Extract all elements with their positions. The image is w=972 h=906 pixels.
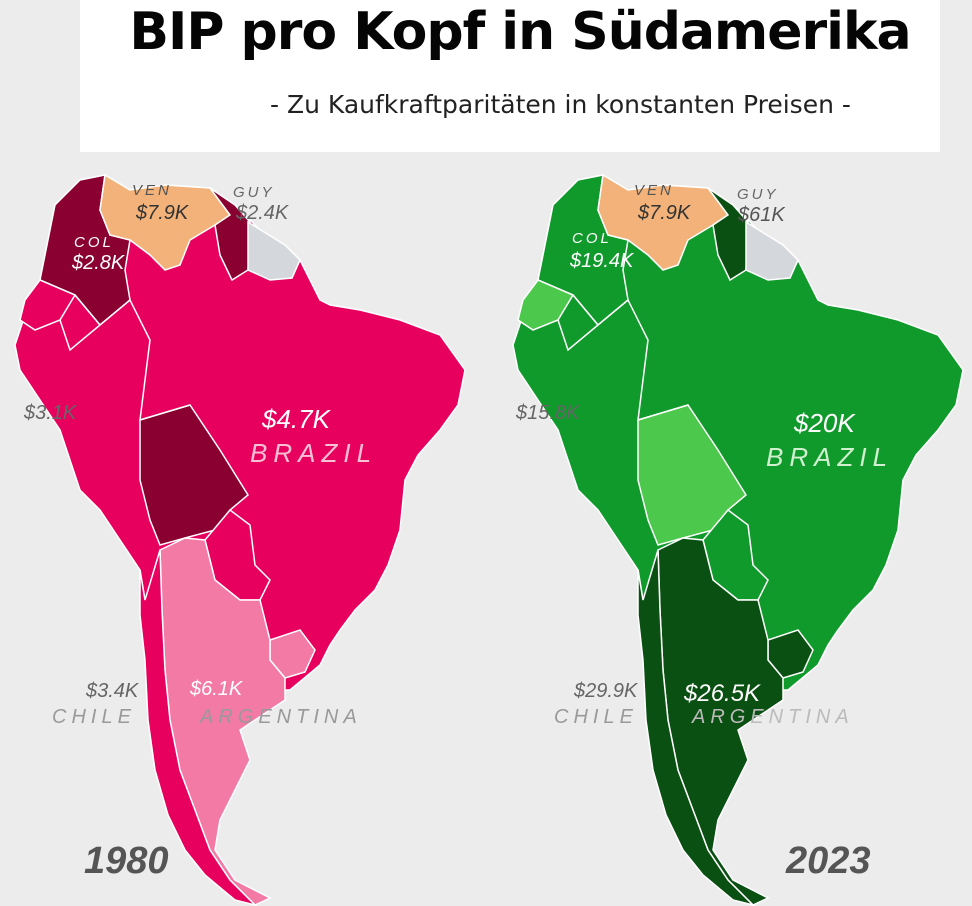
argentina-value-1980: $6.1K: [190, 678, 243, 700]
internal-borders-1980: [59, 294, 191, 422]
map-1980-svg: [14, 173, 466, 906]
col-value-1980: $2.8K: [72, 252, 125, 274]
peru-value-1980: $3.1K: [24, 402, 77, 424]
suriname-guiana-region-2023: [745, 220, 799, 281]
south-america-2023: [512, 173, 964, 906]
brazil-region-2023: [512, 174, 964, 691]
chile-value-1980: $3.4K: [86, 680, 139, 702]
ven-value-1980: $7.9K: [136, 202, 189, 224]
brazil-name-2023: BRAZIL: [766, 442, 894, 472]
year-label-2023: 2023: [786, 840, 871, 882]
chile-region-1980: [139, 549, 258, 906]
brazil-value-1980: $4.7K: [262, 404, 330, 434]
argentina-name-2023: ARGENTINA: [692, 706, 854, 728]
page-title: BIP pro Kopf in Südamerika: [129, 2, 911, 62]
guy-value-2023: $61K: [738, 204, 785, 226]
chile-name-1980: CHILE: [52, 706, 136, 728]
guy-value-1980: $2.4K: [236, 202, 289, 224]
col-code-2023: COL: [572, 230, 612, 247]
page-subtitle: - Zu Kaufkraftparitäten in konstanten Pr…: [270, 90, 851, 119]
guyana-region-1980: [209, 187, 251, 282]
guy-code-1980: GUY: [233, 184, 275, 201]
internal-borders-2023: [557, 294, 689, 422]
venezuela-region-1980: [99, 173, 232, 271]
map-2023-svg: [512, 173, 964, 906]
guy-code-2023: GUY: [737, 186, 779, 203]
brazil-name-1980: BRAZIL: [250, 438, 378, 468]
chile-name-2023: CHILE: [554, 706, 638, 728]
ven-code-2023: VEN: [634, 182, 674, 199]
col-code-1980: COL: [74, 234, 114, 251]
argentina-name-1980: ARGENTINA: [200, 706, 362, 728]
title-box: BIP pro Kopf in Südamerika - Zu Kaufkraf…: [80, 0, 940, 152]
col-value-2023: $19.4K: [570, 250, 634, 272]
chile-value-2023: $29.9K: [574, 680, 638, 702]
map-2023: VEN $7.9K GUY $61K COL $19.4K $15.8K $20…: [498, 160, 972, 906]
brazil-region-1980: [14, 174, 466, 691]
ven-code-1980: VEN: [132, 182, 172, 199]
brazil-value-2023: $20K: [794, 408, 855, 438]
year-label-1980: 1980: [84, 840, 169, 882]
map-1980: VEN $7.9K GUY $2.4K COL $2.8K $3.1K $4.7…: [0, 160, 480, 906]
venezuela-region-2023: [597, 173, 730, 271]
south-america-1980: [14, 173, 466, 906]
peru-value-2023: $15.8K: [516, 402, 580, 424]
ven-value-2023: $7.9K: [638, 202, 691, 224]
guyana-region-2023: [707, 187, 749, 282]
suriname-guiana-region-1980: [247, 220, 301, 281]
argentina-value-2023: $26.5K: [684, 680, 761, 707]
chile-region-2023: [637, 549, 756, 906]
